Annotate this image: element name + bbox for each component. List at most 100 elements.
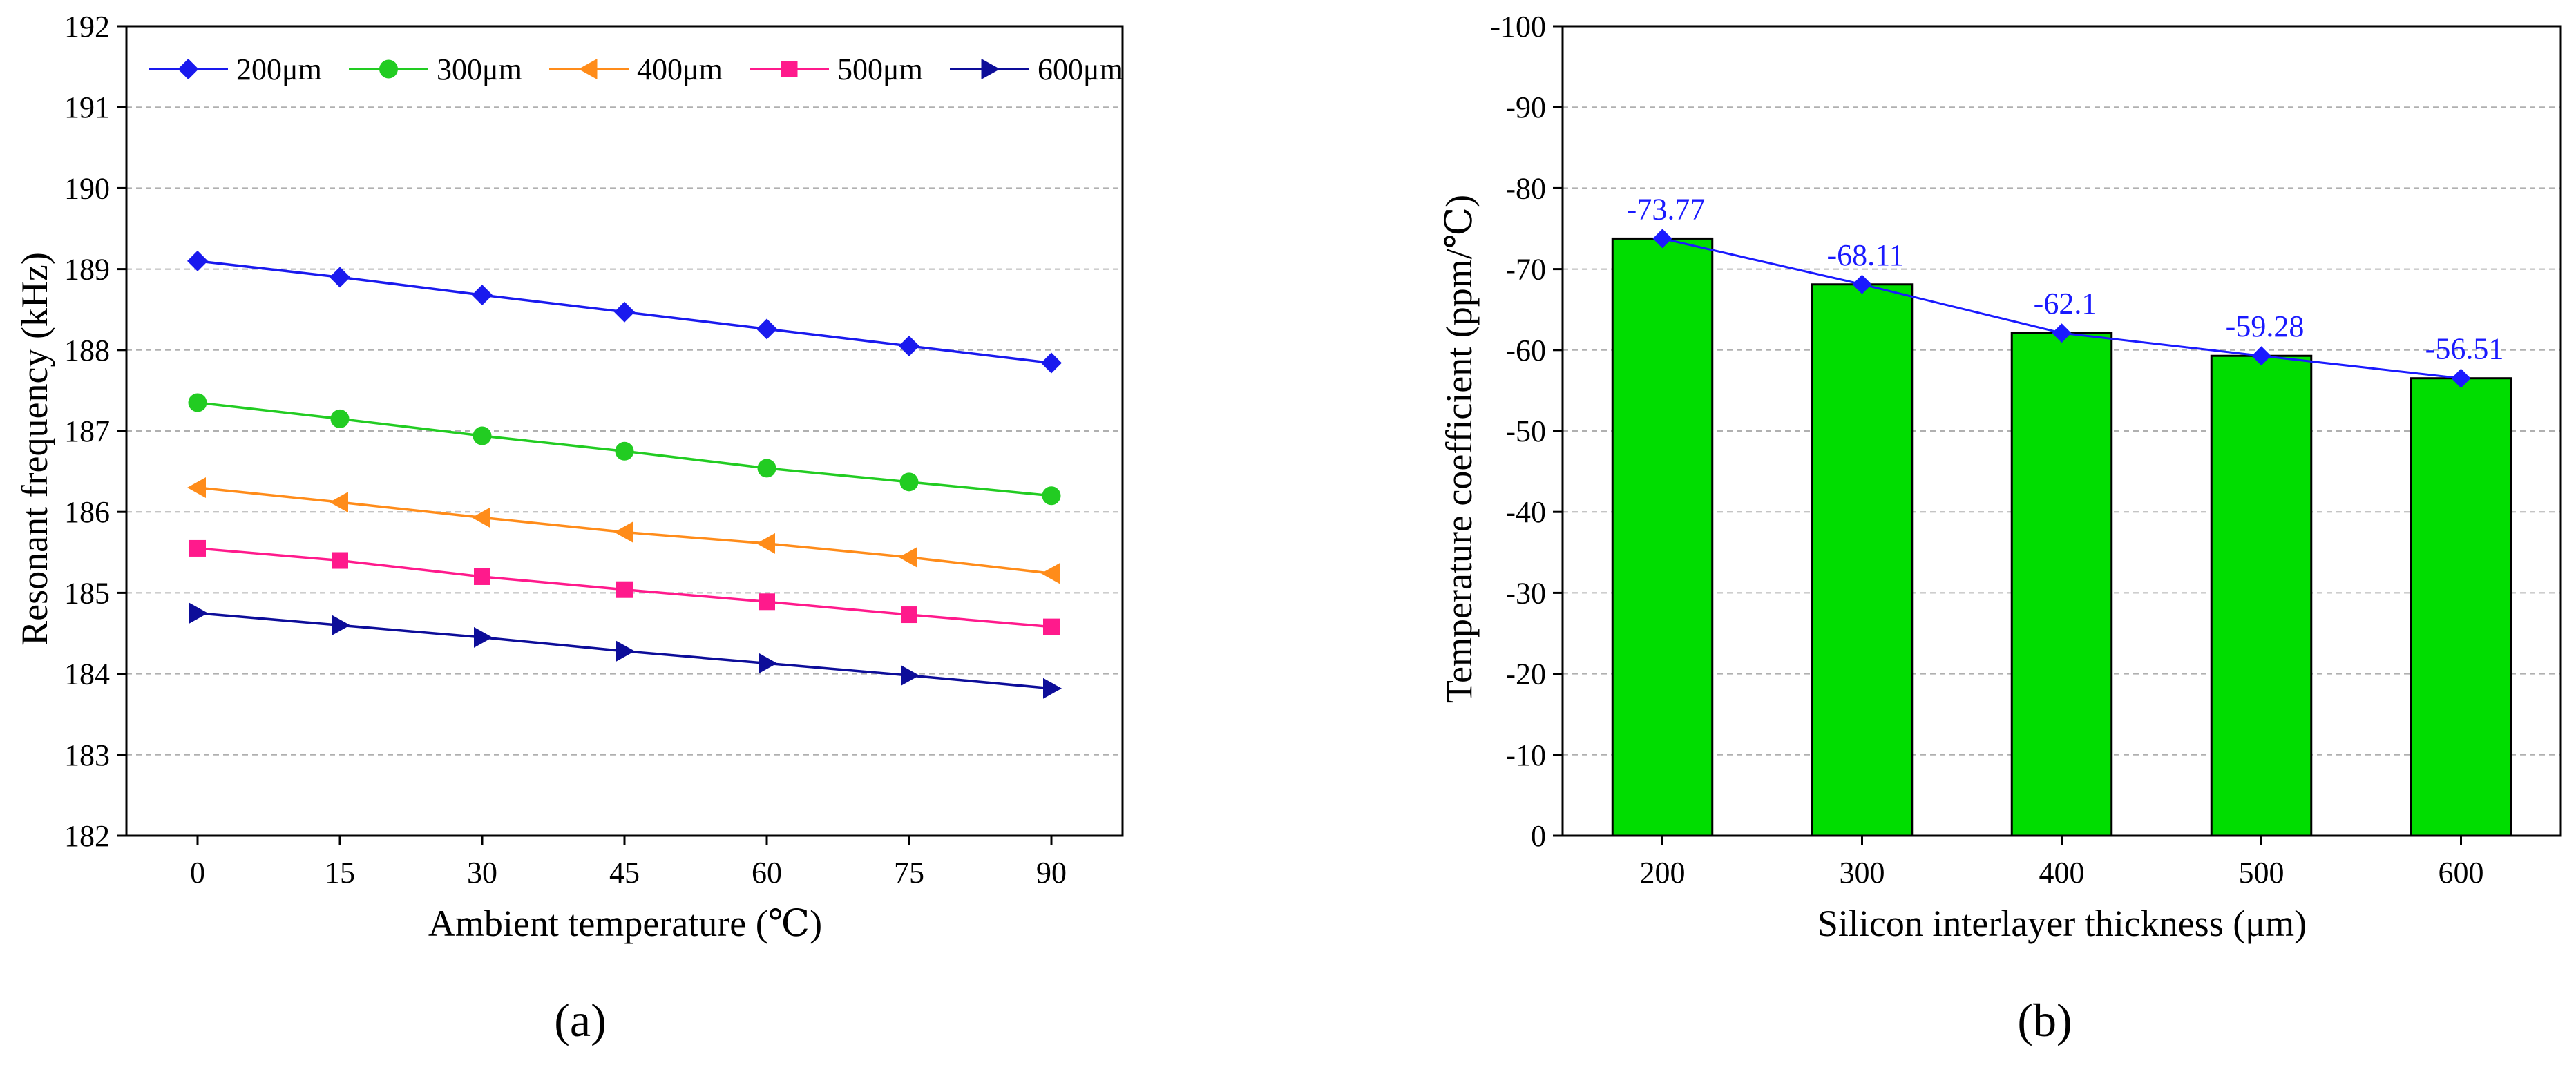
data-label-500: -59.28 [2226, 309, 2305, 343]
chart-a-y-tick-label: 189 [64, 253, 110, 287]
chart-b-x-tick-label: 200 [1640, 856, 1686, 890]
chart-a-y-tick-label: 185 [64, 576, 110, 610]
data-point-300um [615, 441, 634, 461]
data-point-300um [473, 426, 492, 445]
chart-b-x-axis-title: Silicon interlayer thickness (μm) [1817, 903, 2307, 944]
bar-600 [2410, 377, 2512, 837]
trend-point-400 [2052, 323, 2072, 343]
data-point-200um [330, 267, 350, 288]
chart-a-y-tick-label: 187 [64, 414, 110, 448]
bar-500 [2210, 354, 2313, 837]
chart-a-y-tick-label: 183 [64, 738, 110, 772]
data-point-200um [472, 285, 493, 306]
chart-a-y-tick-label: 184 [64, 658, 110, 691]
data-point-300um [757, 459, 776, 478]
chart-a-x-tick-label: 15 [325, 856, 355, 890]
data-point-300um [330, 409, 350, 428]
data-point-600um [332, 615, 350, 636]
data-point-500um [759, 593, 775, 611]
chart-b-y-tick-label: -90 [1505, 90, 1546, 124]
chart-a-ticks: 182 183 184 185 186 187 188 189 190 191 192 0 15 30 45… [64, 10, 1067, 890]
bar-400 [2010, 332, 2113, 837]
chart-b-y-tick-label: -50 [1505, 414, 1546, 448]
chart-a-gridlines [126, 106, 1123, 756]
legend-marker-400um [578, 59, 598, 79]
data-label-400: -62.1 [2034, 287, 2097, 320]
data-point-500um [616, 581, 633, 598]
trend-point-200 [1652, 229, 1672, 249]
data-point-600um [189, 602, 208, 624]
panel-label-a: (a) [554, 994, 606, 1046]
bar-300 [1811, 283, 1914, 837]
chart-b-y-tick-label: -10 [1505, 738, 1546, 772]
chart-a-x-tick-label: 45 [609, 856, 640, 890]
data-point-500um [332, 552, 348, 569]
chart-a-y-tick-label: 186 [64, 495, 110, 529]
chart-b-y-tick-label: -60 [1505, 334, 1546, 367]
legend-marker-200um [178, 59, 199, 79]
legend-label-200um: 200μm [236, 52, 322, 86]
data-point-200um [1041, 352, 1062, 374]
trend-point-600 [2451, 368, 2471, 388]
legend-marker-600um [981, 59, 1000, 79]
data-label-600: -56.51 [2425, 332, 2504, 366]
chart-b-y-tick-label: -80 [1505, 171, 1546, 205]
legend-marker-300um [379, 59, 398, 79]
chart-a-y-tick-label: 192 [64, 10, 110, 44]
chart-a-y-tick-label: 190 [64, 171, 110, 205]
data-point-200um [756, 318, 777, 340]
data-point-300um [188, 393, 207, 412]
data-label-200: -73.77 [1627, 192, 1706, 226]
legend-marker-500um [781, 61, 798, 77]
data-point-500um [1043, 618, 1060, 635]
data-point-400um [472, 507, 490, 528]
chart-b-y-axis-title: Temperature coefficient (ppm/℃) [1438, 195, 1480, 703]
chart-b-x-tick-label: 300 [1840, 856, 1885, 890]
chart-a-x-axis-title: Ambient temperature (℃) [428, 903, 822, 944]
chart-b-y-tick-label: -40 [1505, 495, 1546, 529]
data-point-400um [899, 546, 917, 568]
data-point-600um [616, 640, 635, 662]
chart-b-y-tick-label: -30 [1505, 576, 1546, 610]
chart-b-gridlines [1563, 106, 2561, 756]
data-point-600um [1043, 678, 1062, 699]
chart-b-y-tick-label: -70 [1505, 253, 1546, 287]
chart-b-x-tick-label: 600 [2439, 856, 2484, 890]
chart-a-x-tick-label: 0 [190, 856, 205, 890]
chart-b-ticks: 0 -10 -20 -30 -40 -50 -60 -70 -80 -90 -100 200 300 40… [1490, 10, 2483, 890]
data-point-300um [899, 472, 919, 492]
data-point-600um [759, 653, 777, 674]
trend-point-300 [1852, 274, 1872, 294]
data-point-600um [901, 664, 919, 686]
data-point-200um [614, 301, 635, 323]
chart-a-x-tick-label: 90 [1036, 856, 1067, 890]
data-label-300: -68.11 [1826, 238, 1904, 272]
chart-a-legend: 200μm 300μm 400μm 500μm 600μm [149, 52, 1123, 86]
chart-panel-b: -73.77 -68.11 -62.1 -59.28 -56.51 0 -10 -20 -30… [1438, 10, 2562, 1046]
data-point-400um [756, 532, 775, 554]
data-point-200um [899, 335, 919, 356]
trend-point-500 [2251, 346, 2271, 366]
chart-a-series [187, 250, 1062, 699]
bar-200 [1611, 237, 1714, 837]
chart-panel-a: 182 183 184 185 186 187 188 189 190 191 192 0 15 30 45… [14, 10, 1124, 1046]
data-point-500um [189, 539, 206, 557]
legend-label-500um: 500μm [837, 52, 923, 86]
chart-b-y-tick-label: 0 [1531, 819, 1546, 853]
chart-b-x-tick-label: 400 [2039, 856, 2085, 890]
data-point-500um [474, 568, 490, 585]
legend-label-600um: 600μm [1038, 52, 1123, 86]
chart-b-bars [1611, 237, 2512, 837]
chart-a-x-tick-label: 75 [894, 856, 924, 890]
chart-b-y-tick-label: -100 [1490, 10, 1546, 44]
chart-a-y-tick-label: 188 [64, 334, 110, 367]
chart-a-y-tick-label: 182 [64, 819, 110, 853]
legend-label-400um: 400μm [637, 52, 723, 86]
data-point-200um [187, 250, 208, 271]
data-point-500um [901, 606, 917, 624]
data-point-400um [330, 492, 348, 513]
chart-a-x-tick-label: 60 [752, 856, 782, 890]
chart-b-x-tick-label: 500 [2239, 856, 2284, 890]
data-point-300um [1042, 486, 1061, 506]
